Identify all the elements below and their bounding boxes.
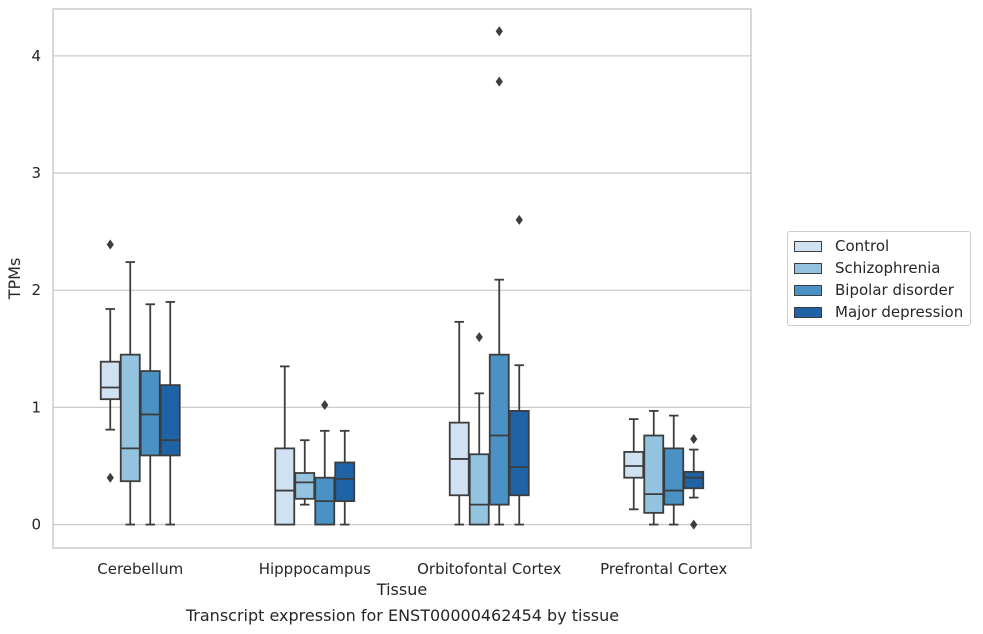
outlier-0 bbox=[106, 239, 114, 250]
x-tick-label-3: Prefrontal Cortex bbox=[600, 560, 727, 578]
box-body bbox=[488, 353, 510, 506]
boxes bbox=[99, 26, 705, 530]
y-tick-label-0: 0 bbox=[31, 516, 41, 534]
y-tick-label-3: 3 bbox=[31, 164, 41, 182]
outlier-1 bbox=[495, 76, 503, 87]
legend-item-major-depression: Major depression bbox=[794, 303, 963, 321]
box-body bbox=[139, 370, 161, 457]
box-body bbox=[468, 453, 490, 526]
box-body bbox=[663, 447, 685, 506]
y-tick-label-1: 1 bbox=[31, 398, 41, 416]
box-body bbox=[119, 353, 141, 483]
box-3-2 bbox=[663, 414, 685, 526]
box-1-1 bbox=[294, 439, 316, 506]
legend-swatch-bipolar-disorder bbox=[794, 284, 822, 296]
legend-swatch-major-depression bbox=[794, 306, 822, 318]
outlier-0 bbox=[321, 400, 329, 411]
box-0-3 bbox=[159, 301, 181, 526]
box-body bbox=[159, 384, 181, 457]
box-body bbox=[294, 472, 316, 500]
box-3-1 bbox=[643, 410, 665, 526]
outlier-0 bbox=[475, 332, 483, 343]
x-tick-label-0: Cerebellum bbox=[97, 560, 183, 578]
chart-caption: Transcript expression for ENST0000046245… bbox=[185, 606, 620, 625]
box-body bbox=[683, 470, 705, 490]
box-1-2 bbox=[314, 400, 336, 526]
legend-item-bipolar-disorder: Bipolar disorder bbox=[794, 281, 954, 299]
box-2-1 bbox=[468, 332, 490, 526]
box-body bbox=[274, 447, 296, 526]
legend-item-control: Control bbox=[794, 237, 889, 255]
outlier-1 bbox=[106, 472, 114, 483]
box-2-2 bbox=[488, 26, 510, 526]
y-tick-labels: 0 1 2 3 4 bbox=[31, 47, 41, 534]
box-0-2 bbox=[139, 303, 161, 526]
outlier-0 bbox=[495, 26, 503, 37]
box-body bbox=[623, 451, 645, 479]
box-1-3 bbox=[334, 429, 356, 526]
outlier-0 bbox=[690, 434, 698, 445]
y-tick-label-2: 2 bbox=[31, 281, 41, 299]
outlier-0 bbox=[515, 214, 523, 225]
x-tick-label-1: Hipppocampus bbox=[259, 560, 371, 578]
legend-label-major-depression: Major depression bbox=[835, 303, 964, 321]
legend-item-schizophrenia: Schizophrenia bbox=[794, 259, 940, 277]
legend-swatch-schizophrenia bbox=[794, 262, 822, 274]
box-body bbox=[334, 461, 356, 503]
box-body bbox=[643, 434, 665, 514]
box-0-0 bbox=[99, 239, 121, 483]
box-3-0 bbox=[623, 418, 645, 511]
box-body bbox=[99, 360, 121, 401]
legend-label-bipolar-disorder: Bipolar disorder bbox=[835, 281, 954, 299]
box-2-0 bbox=[448, 320, 470, 526]
legend-label-control: Control bbox=[835, 237, 890, 255]
box-2-3 bbox=[508, 214, 530, 526]
y-tick-label-4: 4 bbox=[31, 47, 41, 65]
plot-frame bbox=[52, 8, 752, 549]
legend-swatch-control bbox=[794, 240, 822, 252]
legend: Control Schizophrenia Bipolar disorder M… bbox=[787, 231, 971, 326]
box-3-3 bbox=[683, 434, 705, 530]
box-0-1 bbox=[119, 261, 141, 526]
y-axis-label: TPMs bbox=[5, 258, 24, 301]
box-1-0 bbox=[274, 365, 296, 526]
x-tick-labels: Cerebellum Hipppocampus Orbitofontal Corte… bbox=[97, 560, 727, 578]
outlier-1 bbox=[690, 519, 698, 530]
box-body bbox=[508, 410, 530, 497]
x-axis-label: Tissue bbox=[376, 580, 427, 599]
x-tick-label-2: Orbitofontal Cortex bbox=[417, 560, 561, 578]
legend-label-schizophrenia: Schizophrenia bbox=[835, 259, 941, 277]
